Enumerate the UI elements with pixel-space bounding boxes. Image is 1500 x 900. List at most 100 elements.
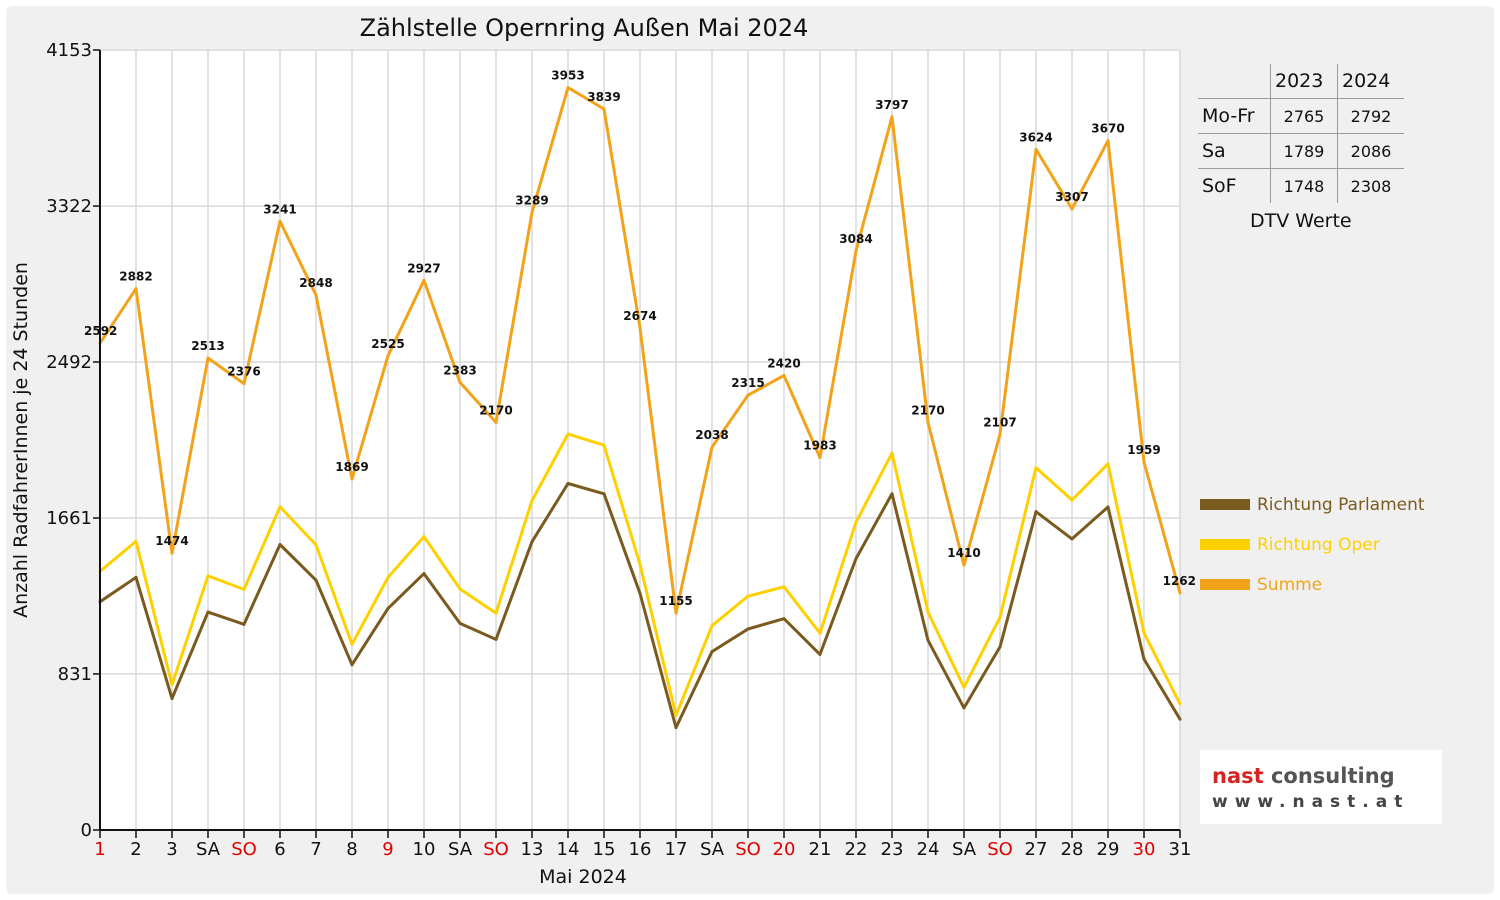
dtv-row-label: Mo-Fr — [1198, 98, 1271, 134]
x-tick-label: 17 — [665, 839, 688, 860]
data-point — [818, 456, 822, 460]
legend-swatch — [1200, 579, 1250, 590]
data-point — [1142, 460, 1146, 464]
data-point — [638, 326, 642, 330]
data-label: 2513 — [191, 339, 224, 353]
data-point — [566, 86, 570, 90]
data-point — [926, 638, 930, 642]
x-tick-label: 6 — [274, 839, 285, 860]
data-point — [458, 587, 462, 591]
data-point — [782, 617, 786, 621]
data-point — [494, 420, 498, 424]
x-tick-label: 13 — [521, 839, 544, 860]
data-label: 2927 — [407, 261, 440, 275]
x-tick-label: 29 — [1097, 839, 1120, 860]
x-tick-label: 14 — [557, 839, 580, 860]
data-point — [278, 219, 282, 223]
data-point — [710, 650, 714, 654]
dtv-table: 2023 2024 Mo-Fr 2765 2792 Sa 1789 2086 S… — [1198, 64, 1404, 203]
x-tick-label: SO — [987, 839, 1013, 860]
x-tick-label: SO — [231, 839, 257, 860]
x-axis-title: Mai 2024 — [539, 866, 627, 888]
data-point — [782, 373, 786, 377]
data-point — [998, 645, 1002, 649]
data-label: 1983 — [803, 439, 836, 453]
data-point — [818, 652, 822, 656]
data-label: 2848 — [299, 276, 332, 290]
data-label: 2882 — [119, 270, 152, 284]
dtv-cell: 1748 — [1270, 168, 1338, 203]
logo-name: nast consulting — [1212, 764, 1395, 788]
data-point — [1106, 505, 1110, 509]
x-tick-label: 3 — [166, 839, 177, 860]
data-point — [602, 443, 606, 447]
x-tick-label: 20 — [773, 839, 796, 860]
dtv-corner — [1198, 64, 1271, 99]
x-tick-label: 24 — [917, 839, 940, 860]
data-label: 1869 — [335, 460, 368, 474]
dtv-cell: 2792 — [1337, 98, 1404, 134]
dtv-cell: 2765 — [1270, 98, 1338, 134]
data-label: 2038 — [695, 428, 728, 442]
data-label: 2376 — [227, 365, 260, 379]
data-label: 3953 — [551, 69, 584, 83]
y-tick-label: 2492 — [46, 352, 92, 373]
data-label: 1959 — [1127, 443, 1160, 457]
x-tick-label: 7 — [310, 839, 321, 860]
x-tick-label: 31 — [1169, 839, 1192, 860]
data-point — [314, 578, 318, 582]
data-point — [206, 356, 210, 360]
data-point — [674, 611, 678, 615]
data-point — [1142, 631, 1146, 635]
x-tick-label: 21 — [809, 839, 832, 860]
data-point — [638, 591, 642, 595]
data-point — [1034, 466, 1038, 470]
data-label: 2420 — [767, 356, 800, 370]
dtv-cell: 1789 — [1270, 133, 1338, 169]
x-tick-label: 16 — [629, 839, 652, 860]
data-point — [242, 382, 246, 386]
data-label: 1262 — [1163, 574, 1196, 588]
data-point — [818, 631, 822, 635]
data-label: 2315 — [731, 376, 764, 390]
x-tick-label: 10 — [413, 839, 436, 860]
data-point — [962, 706, 966, 710]
data-point — [530, 499, 534, 503]
data-point — [134, 539, 138, 543]
x-tick-label: SA — [196, 839, 221, 860]
data-point — [998, 432, 1002, 436]
y-tick-label: 1661 — [46, 508, 92, 529]
data-point — [998, 615, 1002, 619]
data-label: 2525 — [371, 337, 404, 351]
data-point — [314, 543, 318, 547]
data-point — [962, 563, 966, 567]
x-tick-label: 28 — [1061, 839, 1084, 860]
data-point — [746, 627, 750, 631]
dtv-row-mo-fr: Mo-Fr 2765 2792 — [1198, 98, 1404, 134]
data-point — [710, 624, 714, 628]
data-point — [530, 210, 534, 214]
data-label: 3289 — [515, 193, 548, 207]
data-point — [494, 611, 498, 615]
dtv-cell: 2086 — [1337, 133, 1404, 169]
legend: Richtung Parlament Richtung Oper Summe — [1200, 495, 1425, 595]
data-point — [1106, 462, 1110, 466]
data-point — [602, 107, 606, 111]
data-point — [962, 685, 966, 689]
data-point — [422, 278, 426, 282]
data-point — [458, 621, 462, 625]
data-point — [170, 697, 174, 701]
data-point — [134, 287, 138, 291]
data-point — [746, 393, 750, 397]
x-tick-labels: 1 2 3 SA SO 6 7 8 9 10 SA SO 13 14 15 16 17 SA SO 20 21 22 23 2… — [94, 839, 1191, 860]
data-point — [350, 663, 354, 667]
data-label: 2383 — [443, 363, 476, 377]
data-point — [386, 575, 390, 579]
data-point — [170, 683, 174, 687]
data-point — [782, 585, 786, 589]
legend-swatch — [1200, 499, 1250, 510]
data-point — [242, 622, 246, 626]
data-point — [710, 445, 714, 449]
data-point — [1070, 498, 1074, 502]
y-axis-title: Anzahl RadfahrerInnen je 24 Stunden — [10, 262, 32, 618]
